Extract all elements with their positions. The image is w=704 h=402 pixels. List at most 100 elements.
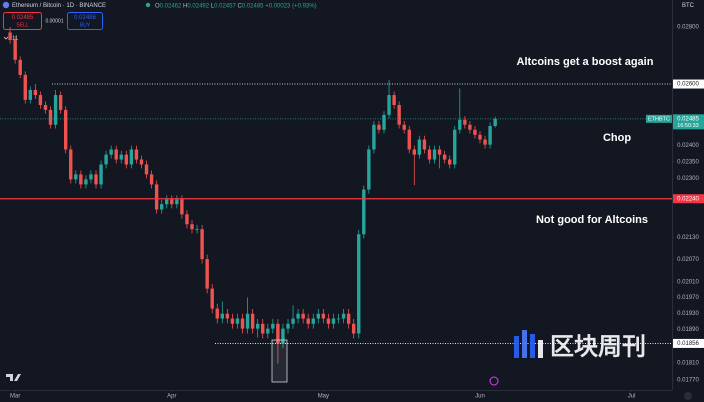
candle-body bbox=[412, 149, 417, 155]
candle-body bbox=[468, 124, 472, 130]
candle-body bbox=[286, 323, 290, 329]
candle-body bbox=[367, 149, 371, 190]
candle-body bbox=[175, 199, 179, 205]
ohlc-value: 0.02462 bbox=[160, 3, 182, 9]
y-tick-label: 0.01770 bbox=[677, 378, 699, 384]
candle-body bbox=[104, 154, 108, 165]
candle-body bbox=[119, 154, 123, 160]
candle-body bbox=[28, 89, 33, 100]
candle-body bbox=[114, 149, 118, 160]
market-status bbox=[145, 2, 151, 8]
candle-body bbox=[392, 95, 396, 106]
y-tick-label: 0.02400 bbox=[677, 143, 699, 149]
buy-label: BUY bbox=[80, 22, 91, 28]
candle-body bbox=[281, 328, 285, 344]
candle-body bbox=[463, 119, 467, 125]
candle-body bbox=[402, 124, 406, 130]
y-tick-label: 0.02130 bbox=[677, 235, 699, 241]
candle-body bbox=[225, 313, 230, 319]
candle-body bbox=[306, 318, 310, 324]
candle-body bbox=[48, 109, 53, 125]
candle-body bbox=[18, 59, 22, 75]
candle-body bbox=[69, 149, 73, 180]
candle-body bbox=[311, 318, 315, 324]
candle-body bbox=[245, 313, 250, 329]
level-label-box bbox=[673, 194, 704, 204]
candle-body bbox=[139, 159, 144, 165]
last-price-box bbox=[673, 114, 704, 130]
candle-body bbox=[33, 89, 38, 96]
candle-body bbox=[149, 174, 154, 185]
tradingview-logo bbox=[6, 374, 21, 381]
candle-body bbox=[240, 318, 245, 329]
y-tick-label: 0.02070 bbox=[677, 257, 699, 263]
candle-body bbox=[261, 323, 265, 334]
indicator-count: 11 bbox=[12, 36, 19, 42]
y-tick-label: 0.01970 bbox=[677, 295, 699, 301]
highlight-box bbox=[271, 339, 288, 383]
candle-body bbox=[185, 214, 189, 225]
plot-area bbox=[0, 27, 672, 364]
candle-body bbox=[53, 95, 58, 125]
candle-body bbox=[271, 323, 275, 329]
candle-body bbox=[205, 259, 209, 289]
annotation: Not good for Altcoins bbox=[536, 214, 648, 226]
candle-body bbox=[447, 159, 452, 165]
change: +0.00023 (+0.93%) bbox=[265, 3, 316, 9]
candle-body bbox=[362, 189, 366, 235]
candle-body bbox=[210, 288, 214, 309]
x-tick-label: Mar bbox=[10, 394, 20, 400]
sell-button[interactable] bbox=[3, 12, 42, 30]
candle-body bbox=[488, 125, 492, 145]
ohlc-key: O bbox=[155, 3, 160, 9]
symbol-title: Ethereum / Bitcoin · 1D · BINANCE bbox=[12, 3, 106, 9]
y-tick-label: 0.01890 bbox=[677, 327, 699, 333]
y-tick-label: 0.02800 bbox=[677, 25, 699, 31]
candle-body bbox=[432, 149, 437, 160]
ohlc-value: 0.02457 bbox=[214, 3, 236, 9]
candle-body bbox=[195, 229, 199, 230]
candle-body bbox=[276, 323, 280, 344]
level-label: 0.01856 bbox=[677, 341, 699, 347]
candle-body bbox=[422, 139, 427, 150]
replay-icon[interactable] bbox=[489, 376, 499, 386]
buy-button[interactable] bbox=[67, 12, 103, 30]
countdown: 16:50:33 bbox=[677, 123, 698, 129]
candle-body bbox=[250, 313, 255, 329]
last-price-label: 0.02485 bbox=[677, 116, 699, 122]
ohlc-value: 0.02492 bbox=[187, 3, 209, 9]
candle-body bbox=[301, 313, 305, 319]
candle-body bbox=[94, 174, 98, 185]
settings-icon[interactable] bbox=[684, 392, 692, 400]
x-tick-label: Jun bbox=[475, 394, 485, 400]
candle-body bbox=[296, 313, 300, 319]
y-tick-label: 0.02350 bbox=[677, 159, 699, 165]
ohlc-legend: O0.02462 H0.02492 L0.02457 C0.02485 +0.0… bbox=[155, 3, 317, 9]
candle-body bbox=[458, 119, 462, 130]
candle-body bbox=[38, 95, 43, 106]
buy-price: 0.02486 bbox=[74, 15, 96, 21]
candle-body bbox=[473, 129, 477, 135]
candle-body bbox=[341, 313, 346, 319]
candle-body bbox=[89, 174, 93, 180]
candle-body bbox=[336, 318, 341, 320]
candle-body bbox=[109, 149, 113, 155]
candle-body bbox=[74, 174, 78, 180]
level-label: 0.02240 bbox=[677, 196, 699, 202]
level-label-box bbox=[673, 338, 704, 348]
ohlc-value: 0.02485 bbox=[242, 3, 264, 9]
candle-body bbox=[372, 124, 376, 150]
candle-body bbox=[99, 164, 103, 185]
level-label: 0.02600 bbox=[677, 82, 699, 88]
ohlc-key: C bbox=[237, 3, 242, 9]
annotation: Chop bbox=[603, 132, 631, 144]
candle-body bbox=[84, 179, 88, 185]
candle-body bbox=[351, 323, 356, 334]
candle-body bbox=[134, 149, 139, 160]
symbol-icon bbox=[2, 1, 10, 9]
candle-body bbox=[63, 109, 68, 150]
indicator-toggle[interactable] bbox=[3, 36, 9, 40]
candle-body bbox=[326, 318, 331, 324]
